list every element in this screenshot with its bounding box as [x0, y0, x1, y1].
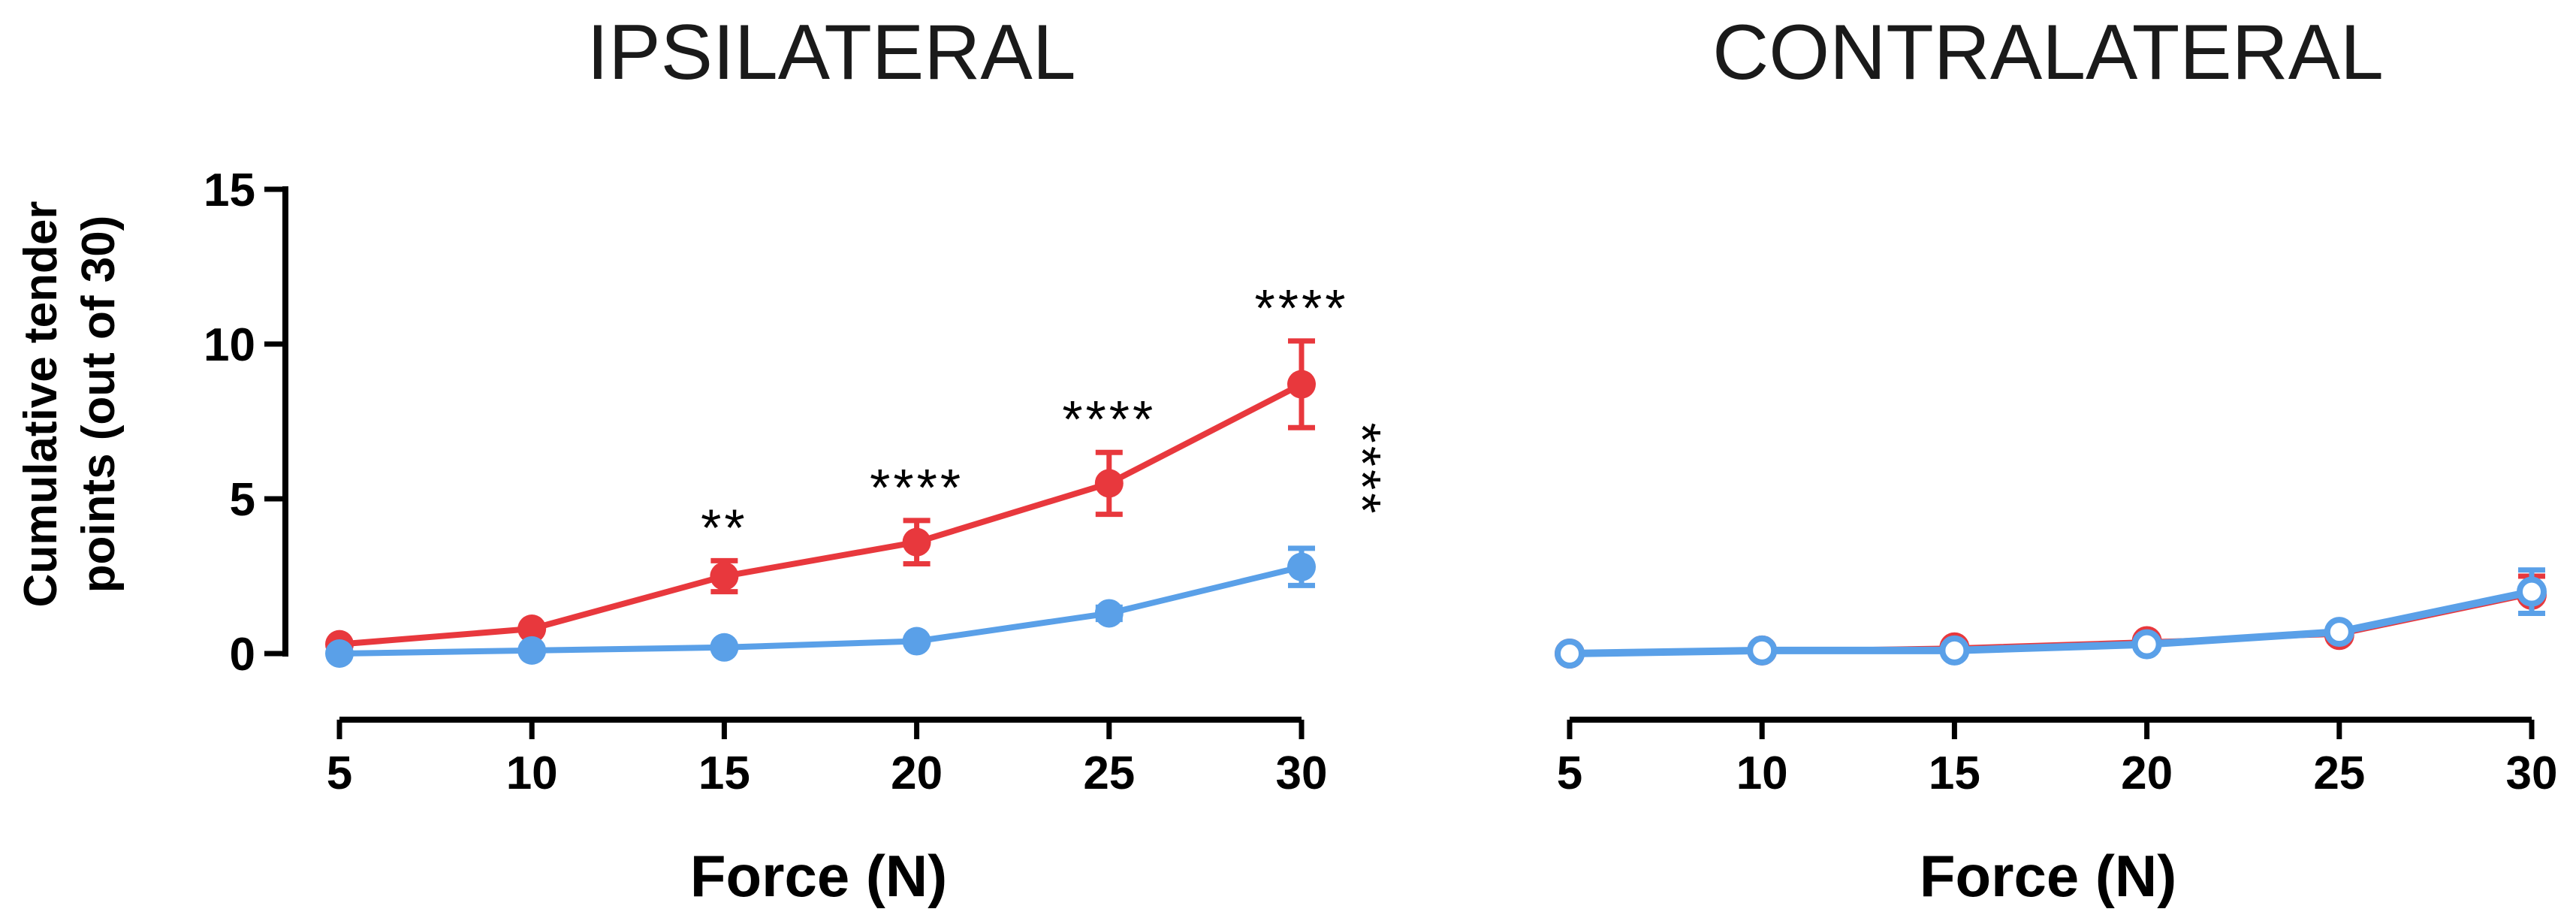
- x-tick-label: 15: [1929, 747, 1980, 799]
- series-line-red: [339, 382, 1303, 648]
- y-tick-label: 0: [230, 629, 255, 681]
- x-tick-label: 20: [891, 747, 943, 799]
- y-tick-label: 15: [204, 165, 255, 216]
- data-point-blue: [325, 639, 354, 668]
- data-point-blue: [902, 627, 931, 656]
- x-tick-label: 5: [327, 747, 352, 799]
- significance-label: ****: [870, 458, 964, 517]
- data-point-red: [517, 614, 547, 644]
- y-axis-label-line2: points (out of 30): [73, 216, 125, 593]
- data-point-blue: [710, 633, 739, 662]
- data-point-red: [902, 527, 931, 557]
- panel-title-contralateral: CONTRALATERAL: [1712, 9, 2384, 96]
- x-axis-label-contralateral: Force (N): [1920, 843, 2176, 909]
- x-tick-label: 5: [1557, 747, 1582, 799]
- marks-contralateral: [1555, 567, 2547, 669]
- x-tick-label: 25: [1083, 747, 1135, 799]
- data-point-red: [1287, 370, 1316, 399]
- significance-label: ****: [1255, 279, 1349, 337]
- data-point-blue: [2324, 617, 2354, 648]
- panel-title-ipsilateral: IPSILATERAL: [587, 9, 1075, 96]
- data-point-blue: [1747, 635, 1778, 666]
- y-axis-label-line1: Cumulative tender: [15, 201, 67, 608]
- y-tick-label: 5: [230, 474, 255, 526]
- data-point-red: [710, 562, 739, 590]
- x-tick-label: 10: [1736, 747, 1788, 799]
- y-tick-label: 10: [204, 319, 255, 371]
- x-tick-label: 15: [698, 747, 750, 799]
- contralateral-panel: CONTRALATERAL 5 10 15 20 25 30 Force (N): [1555, 9, 2558, 909]
- ipsilateral-panel: IPSILATERAL Cumulative tender points (ou…: [15, 9, 1392, 909]
- data-point-blue: [1555, 639, 1585, 669]
- x-tick-label: 10: [506, 747, 558, 799]
- x-tick-label: 30: [2506, 747, 2558, 799]
- data-point-blue: [2131, 629, 2162, 660]
- y-axis-label: Cumulative tender points (out of 30): [15, 201, 125, 608]
- axes-ipsilateral: 5 10 15 20 25 30 0 5 10 15: [204, 165, 1327, 799]
- data-point-blue: [517, 636, 547, 665]
- significance-label: **: [701, 498, 747, 557]
- x-tick-label: 20: [2121, 747, 2173, 799]
- overall-significance-label: ****: [1333, 423, 1392, 517]
- data-point-blue: [1287, 552, 1316, 581]
- data-point-blue: [1939, 635, 1970, 666]
- x-tick-label: 30: [1276, 747, 1328, 799]
- data-point-blue: [1094, 599, 1124, 628]
- axes-contralateral: 5 10 15 20 25 30: [1557, 717, 2558, 799]
- data-point-red: [1094, 469, 1124, 498]
- marks-ipsilateral: ******************: [325, 279, 1392, 668]
- data-point-blue: [2517, 576, 2547, 607]
- x-axis-label-ipsilateral: Force (N): [690, 843, 947, 909]
- series-line-blue: [339, 563, 1302, 657]
- significance-label: ****: [1062, 390, 1156, 448]
- series-line-blue: [1569, 587, 2533, 657]
- x-tick-label: 25: [2313, 747, 2365, 799]
